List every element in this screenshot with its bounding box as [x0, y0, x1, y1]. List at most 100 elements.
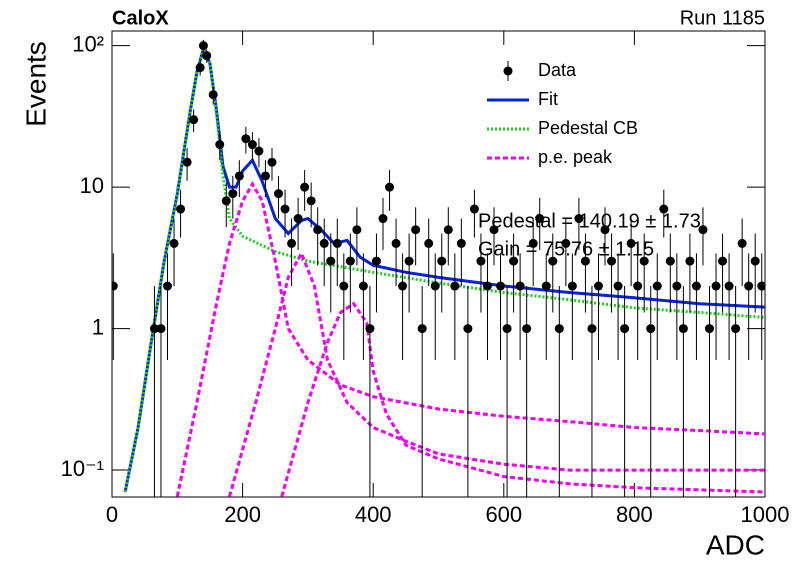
- data-point: [613, 281, 623, 291]
- x-tick-label: 400: [355, 502, 392, 527]
- data-point: [339, 281, 349, 291]
- data-point: [554, 324, 564, 334]
- data-point: [385, 182, 395, 192]
- data-point: [430, 281, 440, 291]
- data-point: [208, 90, 218, 100]
- data-point: [241, 134, 251, 144]
- x-tick-label: 0: [106, 502, 118, 527]
- data-point: [489, 225, 499, 235]
- data-point: [731, 324, 741, 334]
- data-point: [659, 204, 669, 214]
- y-tick-label: 10²: [72, 31, 104, 56]
- data-point: [744, 281, 754, 291]
- fit-curve: [280, 301, 765, 497]
- data-point: [417, 324, 427, 334]
- data-point: [332, 238, 342, 248]
- data-point: [189, 115, 199, 125]
- data-point: [528, 238, 538, 248]
- data-point: [652, 281, 662, 291]
- data-point: [724, 281, 734, 291]
- data-point: [247, 140, 257, 150]
- data-point: [496, 281, 506, 291]
- data-point: [535, 214, 545, 224]
- data-point: [398, 281, 408, 291]
- data-point: [358, 281, 368, 291]
- data-point: [639, 256, 649, 266]
- data-point: [260, 171, 270, 181]
- data-point: [365, 324, 375, 334]
- data-point: [463, 324, 473, 334]
- data-point: [443, 225, 453, 235]
- data-point: [280, 204, 290, 214]
- data-point: [437, 256, 447, 266]
- y-tick-label: 10⁻¹: [61, 456, 104, 481]
- data-point: [319, 238, 329, 248]
- data-point: [456, 238, 466, 248]
- data-point: [574, 214, 584, 224]
- x-axis-label: ADC: [706, 529, 765, 560]
- annotation: Pedestal = 140.19 ± 1.73: [478, 210, 701, 232]
- data-point: [424, 238, 434, 248]
- data-point: [176, 204, 186, 214]
- data-point: [378, 214, 388, 224]
- data-point: [607, 256, 617, 266]
- data-point: [522, 324, 532, 334]
- data-point: [482, 281, 492, 291]
- y-axis-label: Events: [20, 41, 51, 127]
- y-tick-label: 1: [92, 314, 104, 339]
- data-point: [711, 281, 721, 291]
- data-point: [633, 281, 643, 291]
- data-point: [215, 140, 225, 150]
- data-point: [698, 225, 708, 235]
- x-tick-label: 600: [485, 502, 522, 527]
- data-point: [502, 324, 512, 334]
- legend-label: Fit: [538, 89, 558, 109]
- data-point: [404, 256, 414, 266]
- data-point: [411, 225, 421, 235]
- data-point: [691, 281, 701, 291]
- plot-frame: [111, 30, 766, 498]
- data-point: [163, 281, 173, 291]
- chart-subtitle: Run 1185: [680, 7, 765, 29]
- data-point: [391, 238, 401, 248]
- data-point: [149, 324, 159, 334]
- data-point: [593, 281, 603, 291]
- legend-label: p.e. peak: [538, 147, 613, 167]
- data-point: [678, 324, 688, 334]
- data-point: [548, 256, 558, 266]
- data-point: [541, 281, 551, 291]
- plot-area: [112, 39, 765, 497]
- data-point: [620, 324, 630, 334]
- data-point: [750, 256, 760, 266]
- data-point: [221, 196, 231, 206]
- chart-title: CaloX: [112, 7, 169, 29]
- data-point: [352, 225, 362, 235]
- data-point: [587, 324, 597, 334]
- data-point: [300, 182, 310, 192]
- legend-marker: [503, 66, 513, 76]
- data-point: [580, 256, 590, 266]
- y-tick-label: 10: [80, 173, 104, 198]
- data-point: [757, 281, 765, 291]
- data-point: [567, 281, 577, 291]
- data-point: [672, 281, 682, 291]
- data-point: [561, 238, 571, 248]
- data-point: [469, 204, 479, 214]
- fit-curve: [228, 249, 765, 497]
- data-point: [450, 281, 460, 291]
- data-point: [685, 256, 695, 266]
- data-point: [306, 196, 316, 206]
- data-point: [313, 225, 323, 235]
- data-point: [198, 41, 208, 51]
- data-point: [182, 157, 192, 167]
- data-point: [665, 256, 675, 266]
- data-point: [704, 324, 714, 334]
- data-point: [326, 256, 336, 266]
- legend-label: Pedestal CB: [538, 118, 638, 138]
- x-tick-label: 800: [616, 502, 653, 527]
- data-point: [626, 238, 636, 248]
- legend-label: Data: [538, 60, 577, 80]
- data-point: [156, 324, 166, 334]
- data-point: [112, 281, 118, 291]
